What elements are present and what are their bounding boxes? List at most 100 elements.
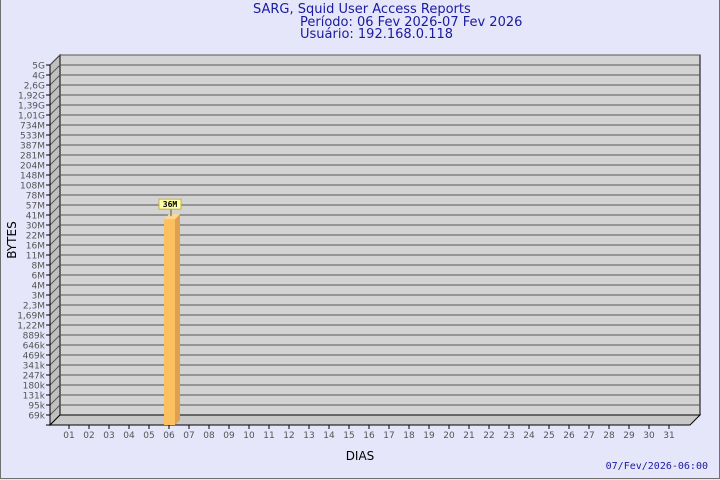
grid-diagonal [49, 224, 61, 236]
grid-diagonal [49, 344, 61, 356]
y-tick-label: 387M [20, 142, 45, 152]
x-tick-label: 31 [663, 431, 674, 441]
grid-diagonal [49, 404, 61, 416]
grid-diagonal [49, 364, 61, 376]
y-tick-label: 6M [32, 272, 46, 282]
y-tick-label: 1,92G [18, 92, 45, 102]
grid-diagonal [49, 374, 61, 386]
y-tick-label: 3M [32, 292, 46, 302]
grid-diagonal [49, 74, 61, 86]
x-tick-label: 10 [243, 431, 255, 441]
x-tick-label: 22 [483, 431, 494, 441]
y-tick-label: 1,39G [18, 102, 45, 112]
x-tick-label: 29 [623, 431, 635, 441]
grid-diagonal [49, 304, 61, 316]
x-tick-label: 20 [443, 431, 455, 441]
y-tick-label: 57M [26, 202, 45, 212]
x-tick-label: 05 [143, 431, 154, 441]
y-tick-label: 4G [32, 72, 45, 82]
grid-diagonal [49, 104, 61, 116]
y-tick-label: 95k [28, 402, 45, 412]
y-tick-label: 281M [20, 152, 45, 162]
grid-diagonal [49, 174, 61, 186]
x-tick-label: 30 [643, 431, 655, 441]
data-label: 36M [163, 200, 178, 209]
x-tick-label: 02 [83, 431, 94, 441]
x-tick-label: 28 [603, 431, 615, 441]
grid-diagonal [49, 254, 61, 266]
x-tick-label: 12 [283, 431, 294, 441]
grid-diagonal [49, 214, 61, 226]
grid-diagonal [49, 54, 61, 66]
x-tick-label: 18 [403, 431, 415, 441]
title: SARG, Squid User Access Reports [253, 2, 471, 17]
y-tick-label: 1,69M [17, 312, 45, 322]
x-tick-label: 04 [123, 431, 135, 441]
y-tick-label: 16M [26, 242, 45, 252]
grid-diagonal [49, 94, 61, 106]
y-tick-label: 533M [20, 132, 45, 142]
x-tick-label: 23 [503, 431, 514, 441]
bar-side-06 [175, 214, 180, 425]
grid-diagonal [49, 194, 61, 206]
y-tick-label: 11M [26, 252, 45, 262]
y-tick-label: 2,3M [23, 302, 45, 312]
y-tick-label: 204M [20, 162, 45, 172]
y-tick-label: 247k [23, 372, 46, 382]
y-tick-label: 2,6G [24, 82, 45, 92]
x-tick-label: 16 [363, 431, 375, 441]
y-tick-label: 69k [28, 412, 45, 422]
y-tick-label: 646k [23, 342, 46, 352]
x-tick-label: 19 [423, 431, 435, 441]
y-tick-label: 1,01G [18, 112, 45, 122]
x-tick-label: 07 [183, 431, 194, 441]
y-tick-label: 108M [20, 182, 45, 192]
bar-06 [164, 219, 175, 425]
x-tick-label: 24 [523, 431, 535, 441]
x-tick-label: 03 [103, 431, 114, 441]
y-tick-label: 180k [23, 382, 46, 392]
y-tick-label: 889k [23, 332, 46, 342]
y-tick-label: 341k [23, 362, 46, 372]
bar-top-06 [164, 214, 180, 220]
floor [48, 414, 702, 426]
y-tick-label: 4M [32, 282, 46, 292]
y-tick-label: 131k [23, 392, 46, 402]
grid-diagonal [49, 204, 61, 216]
x-tick-label: 09 [223, 431, 235, 441]
grid-diagonal [49, 294, 61, 306]
x-tick-label: 15 [343, 431, 354, 441]
x-tick-label: 08 [203, 431, 215, 441]
y-tick-label: 734M [20, 122, 45, 132]
y-tick-label: 41M [26, 212, 45, 222]
grid-diagonal [49, 84, 61, 96]
x-tick-label: 13 [303, 431, 314, 441]
x-tick-label: 26 [563, 431, 575, 441]
y-tick-label: 78M [26, 192, 45, 202]
grid-diagonal [49, 324, 61, 336]
grid-diagonal [49, 134, 61, 146]
grid-diagonal [49, 114, 61, 126]
user: Usuário: 192.168.0.118 [300, 27, 454, 42]
y-tick-label: 469k [23, 352, 46, 362]
grid-diagonal [49, 274, 61, 286]
grid-diagonal [49, 184, 61, 196]
grid-diagonal [49, 234, 61, 246]
x-tick-label: 17 [383, 431, 394, 441]
grid-diagonal [49, 334, 61, 346]
grid-diagonal [49, 154, 61, 166]
y-tick-label: 1,22M [17, 322, 45, 332]
y-axis-label: BYTES [5, 221, 19, 258]
data-label-box [158, 198, 182, 210]
x-tick-label: 27 [583, 431, 594, 441]
grid-diagonal [49, 354, 61, 366]
grid-diagonal [49, 264, 61, 276]
grid-diagonal [49, 284, 61, 296]
x-tick-label: 21 [463, 431, 474, 441]
x-tick-label: 11 [263, 431, 274, 441]
y-tick-label: 8M [32, 262, 46, 272]
y-tick-label: 22M [26, 232, 45, 242]
grid-diagonal [49, 64, 61, 76]
grid-diagonal [49, 384, 61, 396]
